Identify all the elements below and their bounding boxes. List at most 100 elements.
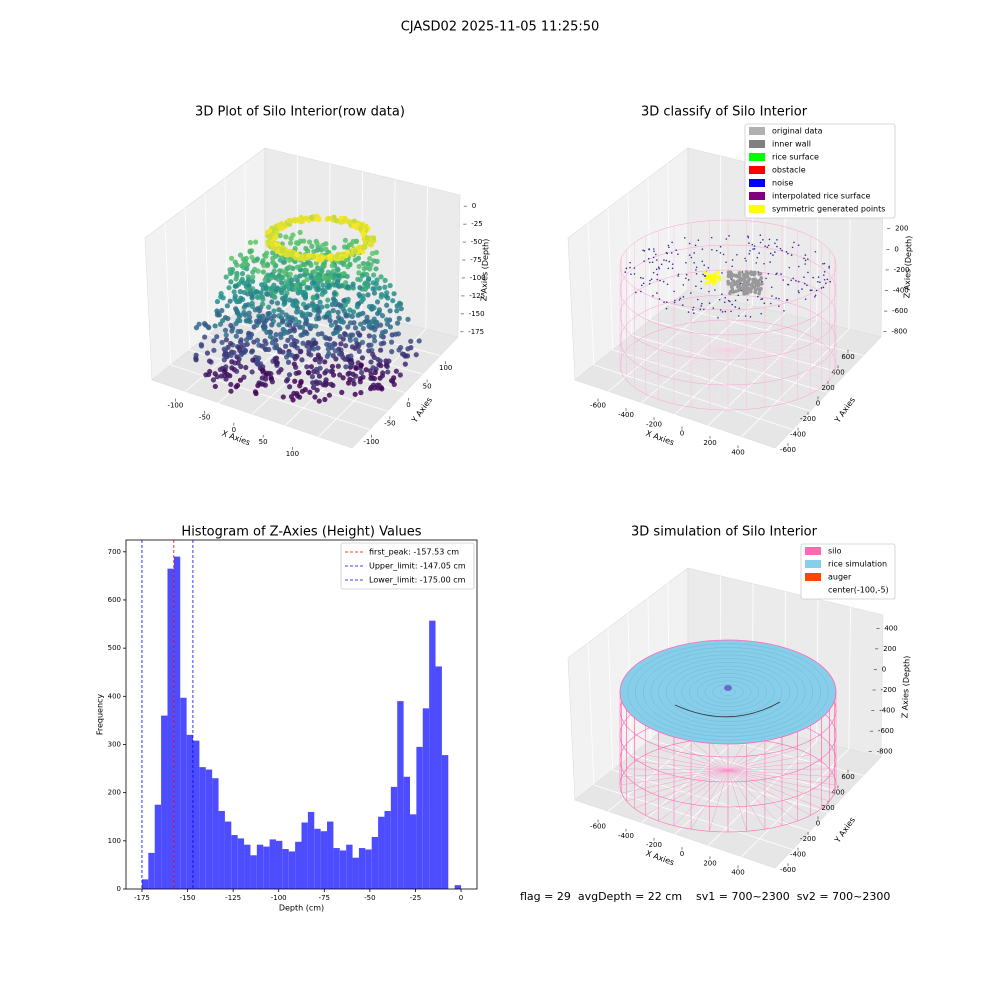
noise-point <box>683 296 685 298</box>
noise-point <box>724 297 726 299</box>
point <box>206 324 211 329</box>
noise-point <box>821 287 823 289</box>
point <box>238 312 243 317</box>
point <box>225 303 230 308</box>
point <box>372 385 377 390</box>
point <box>334 254 339 259</box>
point <box>389 340 394 345</box>
point <box>263 254 268 259</box>
point <box>347 370 352 375</box>
z-tick-label: -25 <box>471 220 482 228</box>
point <box>246 277 251 282</box>
point <box>327 336 332 341</box>
point <box>333 356 338 361</box>
histogram-bar <box>206 770 212 889</box>
wall-point <box>732 290 736 294</box>
point <box>228 279 233 284</box>
histogram-bar <box>212 778 218 889</box>
noise-point <box>653 257 655 259</box>
point <box>368 342 373 347</box>
point <box>253 239 258 244</box>
noise-point <box>640 277 642 279</box>
z-axis-label: Z Axies (Depth) <box>900 656 911 719</box>
point <box>244 337 249 342</box>
point <box>322 370 327 375</box>
point <box>222 369 227 374</box>
point <box>301 311 306 316</box>
noise-point <box>748 253 750 255</box>
point <box>370 251 375 256</box>
noise-point <box>780 273 782 275</box>
noise-point <box>828 267 830 269</box>
histogram-bar <box>397 701 403 889</box>
point <box>337 372 342 377</box>
noise-point <box>701 303 703 305</box>
point <box>376 383 381 388</box>
noise-point <box>765 278 767 280</box>
point <box>359 370 364 375</box>
histogram-bar <box>295 842 301 889</box>
noise-point <box>666 301 668 303</box>
point <box>330 364 335 369</box>
point <box>375 311 380 316</box>
point <box>225 316 230 321</box>
point <box>269 285 274 290</box>
point <box>262 277 267 282</box>
noise-point <box>708 291 710 293</box>
point <box>387 308 392 313</box>
x-tick-label: -600 <box>590 402 606 410</box>
point <box>238 378 243 383</box>
noise-point <box>736 254 738 256</box>
point <box>220 340 225 345</box>
generated-point <box>706 277 709 280</box>
point <box>357 292 362 297</box>
point <box>373 266 378 271</box>
histogram-bar <box>442 755 448 889</box>
point <box>294 240 299 245</box>
noise-point <box>719 299 721 301</box>
point <box>331 372 336 377</box>
point <box>346 380 351 385</box>
point <box>264 285 269 290</box>
point <box>374 281 379 286</box>
point <box>351 223 356 228</box>
point <box>231 350 236 355</box>
point <box>332 291 337 296</box>
point <box>273 332 278 337</box>
x-tick-label: -400 <box>618 832 634 840</box>
point <box>341 271 346 276</box>
point <box>307 239 312 244</box>
point <box>350 314 355 319</box>
point <box>394 369 399 374</box>
noise-point <box>754 248 756 250</box>
point <box>326 351 331 356</box>
panel-title: 3D simulation of Silo Interior <box>631 525 818 540</box>
point <box>255 295 260 300</box>
noise-point <box>696 267 698 269</box>
x-tick-label: -50 <box>364 894 375 902</box>
point <box>271 308 276 313</box>
generated-point <box>705 282 708 285</box>
point <box>238 364 243 369</box>
legend-label: Upper_limit: -147.05 cm <box>369 562 466 571</box>
point <box>385 364 390 369</box>
y-tick-label: 300 <box>108 740 121 748</box>
y-tick-label: 50 <box>423 383 432 391</box>
point <box>217 312 222 317</box>
noise-point <box>648 258 650 260</box>
y-tick-label: 200 <box>821 804 834 812</box>
point <box>389 349 394 354</box>
point <box>343 364 348 369</box>
histogram-bar <box>193 741 199 889</box>
point <box>227 299 232 304</box>
y-tick-label: 0 <box>406 401 410 409</box>
noise-point <box>703 264 705 266</box>
point <box>236 357 241 362</box>
point <box>388 283 393 288</box>
point <box>288 240 293 245</box>
noise-point <box>738 308 740 310</box>
noise-point <box>805 254 807 256</box>
noise-point <box>795 280 797 282</box>
y-tick-label: 100 <box>108 837 121 845</box>
point <box>295 265 300 270</box>
